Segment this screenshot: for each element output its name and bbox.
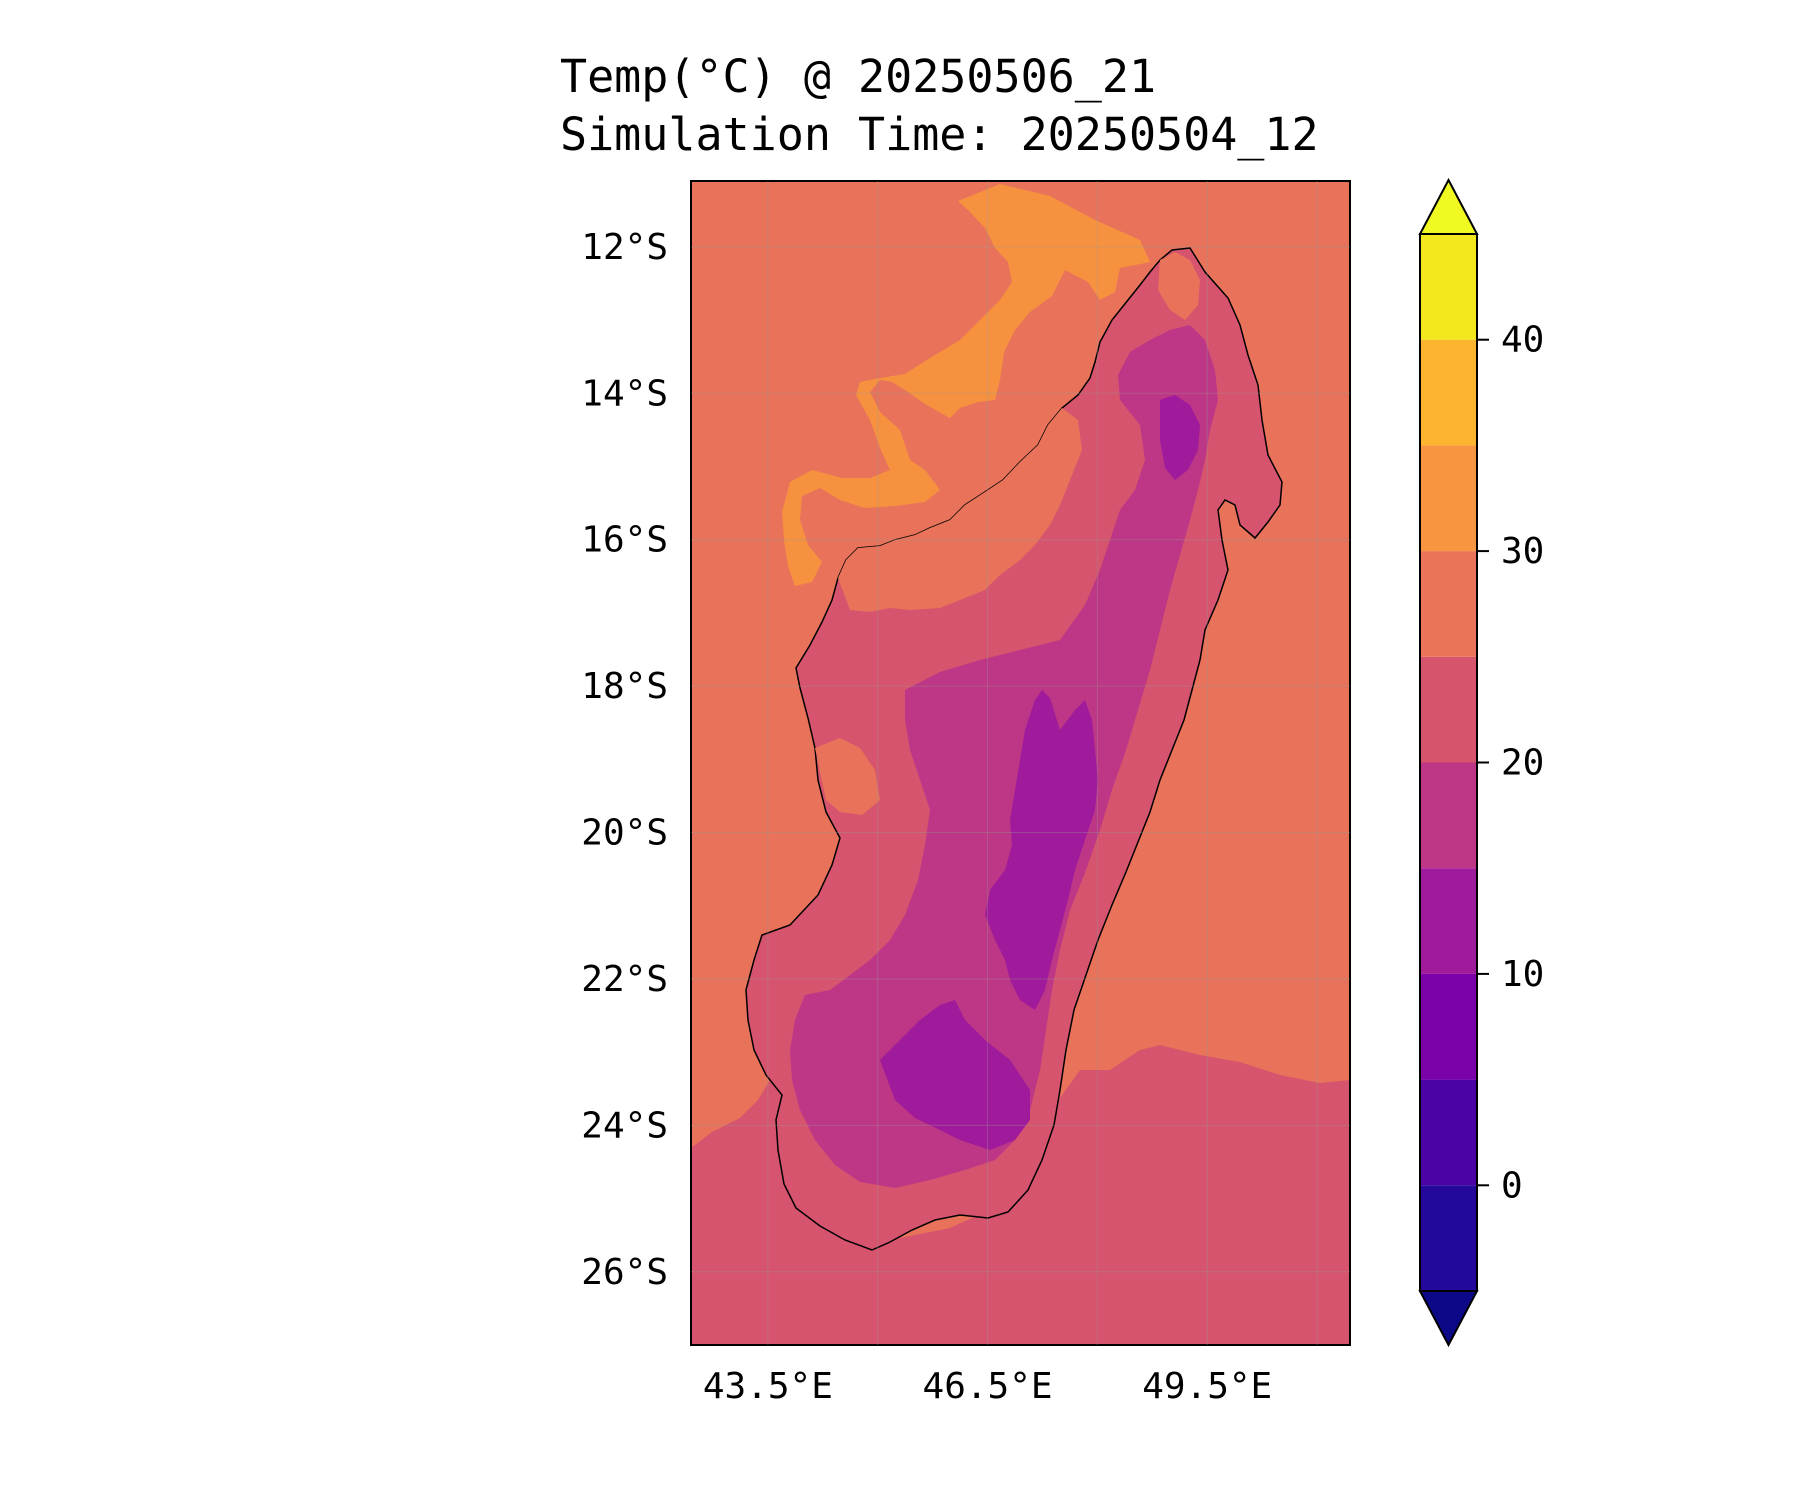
lat-tick-label: 14°S: [581, 373, 668, 414]
colorbar-segment: [1420, 973, 1477, 1080]
lat-tick-label: 26°S: [581, 1252, 668, 1293]
colorbar-segment: [1420, 762, 1477, 869]
colorbar-over-extension: [1418, 177, 1479, 235]
colorbar-tick-label: 40: [1501, 320, 1544, 361]
colorbar-tick-label: 30: [1501, 531, 1544, 572]
lon-tick-label: 43.5°E: [703, 1366, 833, 1407]
lat-tick-label: 24°S: [581, 1105, 668, 1146]
colorbar-under-extension: [1418, 1290, 1479, 1348]
map-field: [691, 181, 1350, 1345]
colorbar-tick-label: 0: [1501, 1165, 1523, 1206]
west-warm-land: [815, 738, 880, 815]
colorbar-segment: [1420, 339, 1477, 446]
northwest-warm-land: [838, 408, 1082, 612]
highland-10-15-central: [985, 690, 1098, 1010]
colorbar-tick-label: 10: [1501, 954, 1544, 995]
colorbar-segment: [1420, 656, 1477, 763]
latitude-gridlines: [691, 246, 1350, 1273]
lat-tick-label: 22°S: [581, 959, 668, 1000]
latitude-tick-labels: 12°S 14°S 16°S 18°S 20°S 22°S 24°S 26°S: [581, 227, 668, 1293]
colorbar-segment: [1420, 1079, 1477, 1186]
highland-10-15-south: [880, 1000, 1030, 1150]
lat-tick-label: 16°S: [581, 520, 668, 561]
colorbar-segment: [1420, 551, 1477, 657]
lat-tick-label: 18°S: [581, 666, 668, 707]
highland-10-15-north: [1160, 395, 1200, 480]
map-frame: [690, 180, 1351, 1346]
colorbar-segment: [1420, 868, 1477, 974]
longitude-gridlines: [767, 181, 1318, 1345]
lat-tick-label: 20°S: [581, 813, 668, 854]
colorbar-segment: [1420, 445, 1477, 552]
longitude-tick-labels: 43.5°E 46.5°E 49.5°E: [703, 1366, 1272, 1407]
lat-tick-label: 12°S: [581, 227, 668, 268]
warm-ocean-tongue: [782, 184, 1150, 586]
colorbar-segment: [1420, 1185, 1477, 1291]
colorbar: 0 10 20 30 40: [1418, 177, 1544, 1348]
northeast-warm-land: [1158, 252, 1200, 320]
colorbar-segment: [1420, 234, 1477, 340]
lon-tick-label: 49.5°E: [1142, 1366, 1272, 1407]
interior-15-20: [790, 325, 1218, 1188]
lon-tick-label: 46.5°E: [923, 1366, 1053, 1407]
colorbar-tick-label: 20: [1501, 743, 1544, 784]
